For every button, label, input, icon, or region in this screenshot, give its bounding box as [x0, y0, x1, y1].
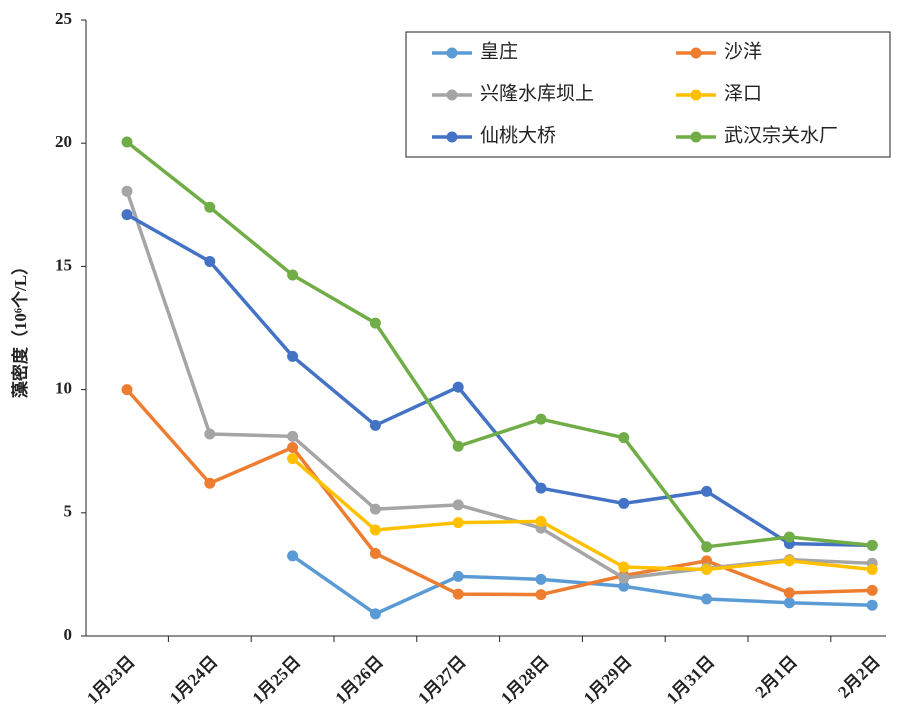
data-point [535, 573, 547, 585]
x-tick-label: 1月25日 [249, 652, 305, 708]
legend-marker [446, 47, 458, 59]
x-tick-label: 1月29日 [580, 652, 636, 708]
data-point [701, 541, 713, 553]
data-point [369, 608, 381, 620]
data-point [369, 547, 381, 559]
data-point [287, 350, 299, 362]
data-point [701, 593, 713, 605]
data-point [701, 485, 713, 497]
series-line [125, 190, 873, 580]
data-point [618, 497, 630, 509]
data-point [121, 185, 133, 197]
data-point [369, 419, 381, 431]
data-point [204, 255, 216, 267]
data-point [618, 561, 630, 573]
data-point [369, 317, 381, 329]
data-point [287, 453, 299, 465]
data-point [618, 580, 630, 592]
data-point [452, 570, 464, 582]
x-tick-label: 2月2日 [834, 652, 883, 701]
data-point [287, 430, 299, 442]
series-line [125, 140, 873, 549]
y-tick-label: 10 [55, 379, 72, 398]
data-point [783, 531, 795, 543]
data-point [452, 381, 464, 393]
x-tick-label: 1月27日 [414, 652, 470, 708]
data-point [866, 539, 878, 551]
data-point [535, 515, 547, 527]
series-line [291, 554, 873, 616]
data-point [535, 413, 547, 425]
y-tick-label: 5 [64, 502, 73, 521]
data-point [866, 599, 878, 611]
data-point [535, 482, 547, 494]
data-point [204, 201, 216, 213]
data-point [866, 584, 878, 596]
x-tick-label: 1月31日 [663, 652, 719, 708]
data-point [204, 477, 216, 489]
legend-marker [446, 89, 458, 101]
y-tick-label: 15 [55, 255, 72, 274]
y-tick-label: 0 [64, 625, 73, 644]
legend-label: 武汉宗关水厂 [724, 124, 838, 146]
legend-label: 皇庄 [480, 40, 518, 62]
x-tick-label: 1月28日 [497, 652, 553, 708]
data-point [701, 563, 713, 575]
legend-marker [690, 47, 702, 59]
data-point [204, 428, 216, 440]
y-tick-label: 20 [55, 132, 72, 151]
legend-label: 仙桃大桥 [480, 124, 556, 146]
legend-label: 泽口 [724, 83, 762, 104]
legend-label: 沙洋 [724, 40, 762, 62]
x-tick-label: 1月26日 [331, 652, 387, 708]
x-tick-label: 2月1日 [751, 652, 800, 701]
data-point [287, 269, 299, 281]
data-point [369, 503, 381, 515]
legend-label: 兴隆水库坝上 [480, 82, 594, 104]
legend-marker [690, 89, 702, 101]
series-line [291, 457, 873, 572]
data-point [452, 440, 464, 452]
legend-marker [446, 131, 458, 143]
data-point [618, 572, 630, 584]
legend-box [405, 31, 891, 158]
legend-marker [690, 131, 702, 143]
series-line [125, 388, 873, 597]
data-point [452, 517, 464, 529]
data-point [369, 524, 381, 536]
data-point [783, 587, 795, 599]
data-point [866, 563, 878, 575]
data-point [287, 442, 299, 454]
data-point [452, 499, 464, 511]
data-point [287, 550, 299, 562]
data-point [783, 597, 795, 609]
data-point [535, 589, 547, 601]
y-axis-label: 藻密度（10⁶个/L） [10, 258, 30, 398]
x-tick-label: 1月24日 [166, 652, 222, 708]
data-point [121, 209, 133, 221]
series-line [126, 213, 873, 548]
data-point [121, 384, 133, 396]
y-tick-label: 25 [55, 9, 72, 28]
x-tick-label: 1月23日 [83, 652, 139, 708]
data-point [121, 136, 133, 148]
data-point [783, 555, 795, 567]
data-point [452, 588, 464, 600]
data-point [618, 432, 630, 444]
